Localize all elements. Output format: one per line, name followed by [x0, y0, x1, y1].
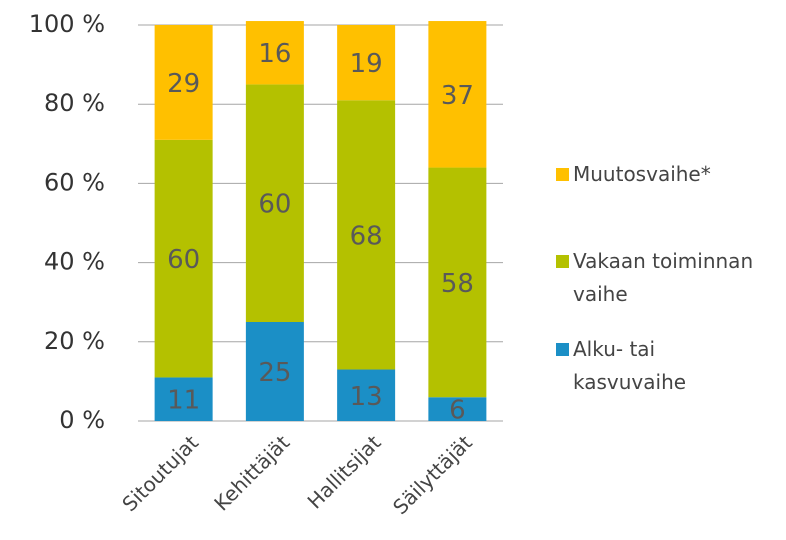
y-tick-label: 40 % [44, 248, 105, 276]
x-tick-label: Hallitsijat [303, 430, 386, 513]
data-label: 60 [258, 190, 291, 220]
legend-label: Vakaan toiminnan vaihe [573, 249, 754, 306]
bar-segment [337, 100, 396, 370]
legend-swatch [556, 343, 569, 356]
data-label: 68 [350, 221, 383, 251]
legend-item: Alku- tai kasvuvaihe [556, 333, 759, 399]
x-tick-label: Kehittäjät [209, 430, 294, 515]
bar-segment [154, 25, 213, 140]
x-tick-label: Sitoutujat [117, 430, 203, 516]
y-tick-label: 100 % [29, 10, 105, 38]
data-label: 25 [258, 358, 291, 388]
bar-segment [428, 167, 487, 398]
data-label: 19 [350, 49, 383, 79]
legend-item: Vakaan toiminnan vaihe [556, 245, 759, 311]
data-label: 13 [350, 382, 383, 412]
legend-item: Muutosvaihe* [556, 158, 759, 191]
data-label: 16 [258, 39, 291, 69]
bar-segment [245, 21, 304, 85]
legend-label: Alku- tai kasvuvaihe [573, 337, 687, 394]
data-label: 6 [449, 396, 466, 426]
data-label: 11 [167, 386, 200, 416]
bar-segment [428, 397, 487, 421]
bar-segment [245, 322, 304, 421]
legend-swatch [556, 168, 569, 181]
bar-segment [245, 84, 304, 323]
bar-segment [337, 25, 396, 101]
data-label: 58 [441, 269, 474, 299]
bar-segment [154, 377, 213, 421]
data-label: 37 [441, 81, 474, 111]
bar-segment [428, 21, 487, 168]
bar-segment [337, 369, 396, 421]
y-tick-label: 0 % [59, 406, 105, 434]
y-tick-label: 80 % [44, 89, 105, 117]
data-label: 60 [167, 245, 200, 275]
data-label: 29 [167, 69, 200, 99]
legend-label: Muutosvaihe* [573, 162, 711, 186]
legend-swatch [556, 255, 569, 268]
x-tick-label: Säilyttäjät [388, 430, 477, 519]
y-tick-label: 60 % [44, 168, 105, 196]
bar-segment [154, 139, 213, 378]
y-tick-label: 20 % [44, 327, 105, 355]
